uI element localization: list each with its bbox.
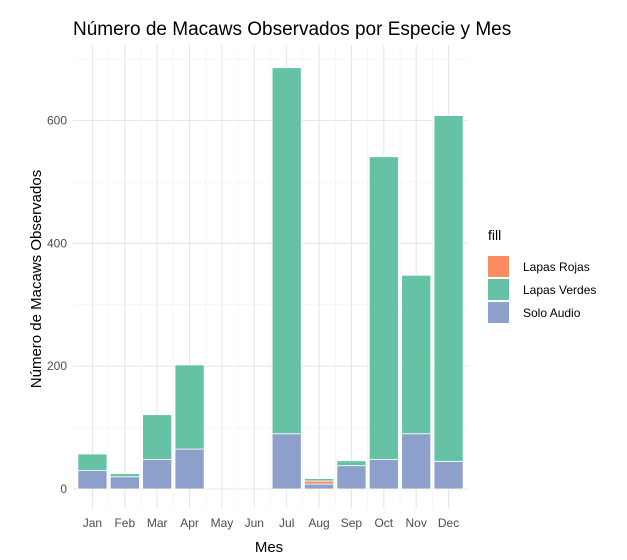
x-tick-label: Sep: [341, 516, 363, 530]
bars: [77, 67, 464, 490]
bar-jan-lapas-verdes: [77, 453, 108, 471]
legend-label-lapas-rojas: Lapas Rojas: [523, 260, 590, 274]
bar-apr-solo-audio: [174, 448, 205, 490]
y-tick-label: 0: [60, 482, 67, 496]
bar-jul-solo-audio: [271, 433, 302, 490]
y-axis-ticks: 0 200 400 600: [47, 114, 67, 497]
bar-aug-lapas-verdes: [304, 478, 335, 482]
legend-swatch-solo-audio: [488, 302, 509, 323]
bar-aug-solo-audio: [304, 483, 335, 490]
legend-swatch-lapas-rojas: [488, 256, 509, 277]
bar-jul-lapas-verdes: [271, 67, 302, 435]
bar-dec-lapas-verdes: [433, 115, 464, 462]
x-tick-label: Apr: [180, 516, 199, 530]
x-tick-label: May: [211, 516, 234, 530]
bar-nov-solo-audio: [401, 433, 432, 490]
x-axis-title: Mes: [255, 539, 283, 556]
legend-swatch-lapas-verdes: [488, 279, 509, 300]
x-axis-ticks: Jan Feb Mar Apr May Jun Jul Aug Sep Oct Nov Dec: [83, 516, 459, 530]
x-tick-label: Jan: [83, 516, 102, 530]
x-tick-label: Mar: [147, 516, 168, 530]
x-tick-label: Aug: [308, 516, 329, 530]
x-tick-label: Jun: [245, 516, 264, 530]
legend: fill Lapas Rojas Lapas Verdes Solo Audio: [488, 227, 596, 323]
bar-feb-solo-audio: [109, 476, 140, 490]
legend-title: fill: [488, 227, 501, 243]
bar-jan-solo-audio: [77, 470, 108, 490]
bar-sep-lapas-verdes: [336, 460, 367, 467]
y-tick-label: 200: [47, 359, 67, 373]
y-tick-label: 400: [47, 236, 67, 250]
bar-mar-solo-audio: [142, 459, 173, 490]
grid: [73, 45, 468, 508]
bar-oct-solo-audio: [368, 459, 399, 490]
bar-feb-lapas-verdes: [109, 473, 140, 478]
y-tick-label: 600: [47, 114, 67, 128]
chart-title: Número de Macaws Observados por Especie …: [73, 19, 511, 40]
x-tick-label: Dec: [438, 516, 459, 530]
x-tick-label: Nov: [406, 516, 427, 530]
y-axis-title: Número de Macaws Observados: [28, 170, 45, 388]
x-tick-label: Jul: [279, 516, 294, 530]
bar-dec-solo-audio: [433, 460, 464, 490]
bar-nov-lapas-verdes: [401, 274, 432, 435]
bar-sep-solo-audio: [336, 465, 367, 490]
legend-label-lapas-verdes: Lapas Verdes: [523, 283, 596, 297]
x-tick-label: Oct: [374, 516, 393, 530]
legend-label-solo-audio: Solo Audio: [523, 306, 581, 320]
bar-aug-lapas-rojas: [304, 480, 335, 485]
bar-oct-lapas-verdes: [368, 156, 399, 460]
bar-mar-lapas-verdes: [142, 414, 173, 460]
x-tick-label: Feb: [114, 516, 135, 530]
bar-apr-lapas-verdes: [174, 364, 205, 450]
